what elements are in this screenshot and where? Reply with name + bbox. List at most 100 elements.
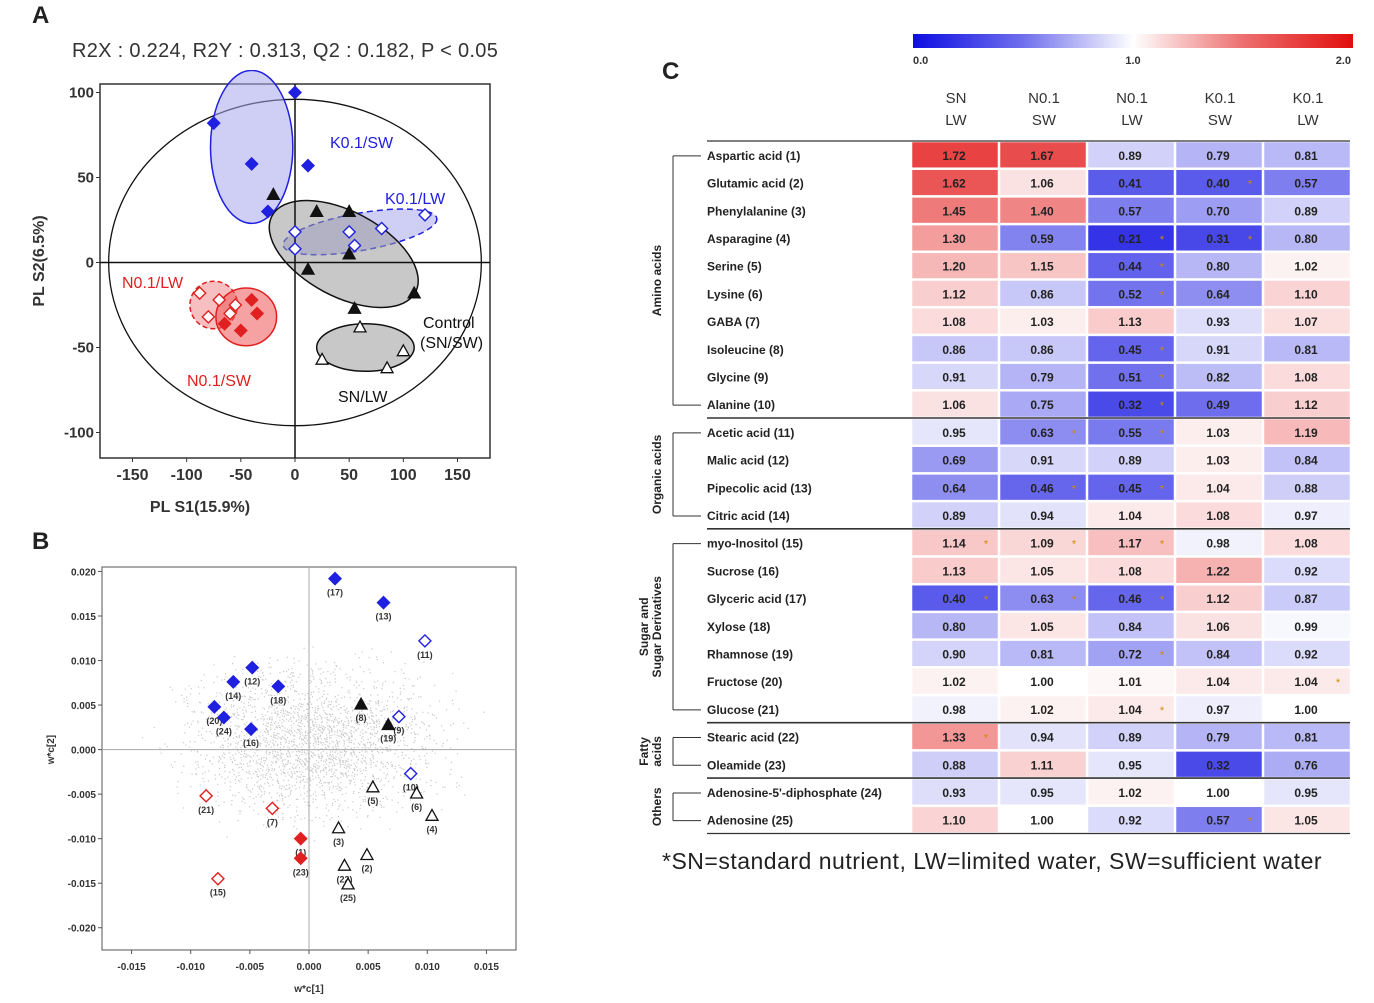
cloud-dot [251, 682, 254, 684]
cloud-dot [241, 750, 243, 752]
cloud-dot [425, 759, 427, 761]
cloud-dot [260, 796, 262, 798]
cloud-dot [236, 763, 239, 766]
cloud-dot [270, 764, 272, 766]
cloud-dot [190, 786, 192, 788]
panel-letter-c: C [662, 58, 680, 85]
cloud-dot [243, 702, 245, 704]
cloud-dot [319, 817, 321, 819]
cloud-dot [235, 686, 237, 688]
cloud-dot [257, 768, 259, 770]
cloud-dot [337, 808, 339, 810]
cloud-dot [221, 755, 223, 757]
cloud-dot [377, 701, 379, 703]
cloud-dot [302, 744, 304, 746]
cloud-dot [283, 771, 285, 773]
cloud-dot [354, 720, 356, 722]
cloud-dot [274, 712, 276, 714]
cell-value: 1.30 [942, 232, 966, 246]
cloud-dot [192, 720, 194, 722]
heatmap-cell [911, 584, 999, 612]
cloud-dot [267, 767, 269, 769]
cloud-dot [237, 714, 239, 716]
cloud-dot [217, 791, 219, 793]
cloud-dot [291, 785, 293, 787]
cloud-dot [369, 733, 372, 735]
cloud-dot [349, 783, 351, 785]
cloud-dot [395, 749, 397, 751]
cloud-dot [209, 759, 211, 762]
cloud-dot [232, 737, 235, 739]
cloud-dot [331, 728, 333, 730]
cloud-dot [263, 696, 266, 698]
cloud-dot [368, 656, 370, 659]
cloud-dot [289, 677, 291, 679]
cloud-dot [417, 806, 419, 809]
heatmap-cell [1263, 335, 1351, 362]
cloud-dot [349, 782, 351, 784]
cell-value: 0.76 [1294, 758, 1318, 772]
cloud-dot [274, 728, 276, 730]
cloud-dot [337, 815, 340, 818]
ellipse-k01-sw [209, 70, 294, 225]
cloud-dot [378, 719, 380, 721]
cloud-dot [435, 781, 437, 784]
cloud-dot [297, 711, 299, 714]
cloud-dot [260, 784, 262, 786]
cloud-dot [401, 807, 404, 809]
cloud-dot [289, 688, 292, 690]
heatmap-cell [911, 751, 999, 778]
cloud-dot [349, 697, 351, 699]
cloud-dot [371, 718, 373, 720]
cloud-dot [299, 722, 301, 724]
cloud-dot [286, 755, 288, 757]
cloud-dot [305, 758, 307, 760]
cloud-dot [339, 668, 341, 670]
cloud-dot [329, 819, 331, 821]
cloud-dot [310, 668, 312, 670]
cloud-dot [260, 688, 263, 690]
cloud-dot [267, 725, 269, 728]
cloud-dot [346, 717, 348, 719]
cloud-dot [287, 695, 289, 698]
cloud-dot [367, 738, 369, 740]
cloud-dot [318, 767, 320, 769]
cloud-dot [350, 721, 352, 723]
cloud-dot [293, 763, 295, 765]
cloud-dot [265, 739, 267, 741]
cloud-dot [277, 736, 279, 738]
cloud-dot [373, 687, 375, 689]
cloud-dot [238, 752, 240, 754]
cloud-dot [430, 779, 432, 782]
cell-value: 1.40 [1030, 204, 1054, 218]
cloud-dot [310, 755, 313, 757]
cloud-dot [327, 781, 329, 784]
cloud-dot [369, 722, 371, 724]
cloud-dot [322, 706, 324, 708]
cloud-dot [317, 718, 319, 720]
cloud-dot [362, 746, 364, 749]
heatmap-cell [999, 584, 1087, 612]
cloud-dot [277, 816, 279, 818]
cloud-dot [415, 763, 417, 765]
cloud-dot [362, 800, 365, 803]
cloud-dot [312, 675, 314, 678]
cloud-dot [291, 667, 293, 670]
cloud-dot [329, 684, 331, 686]
cloud-dot [357, 759, 360, 761]
cloud-dot [376, 721, 378, 723]
cloud-dot [286, 714, 288, 716]
cloud-dot [276, 738, 278, 740]
cloud-dot [230, 704, 233, 706]
cloud-dot [323, 776, 325, 778]
cloud-dot [428, 734, 431, 736]
cloud-dot [238, 714, 240, 716]
cloud-dot [289, 681, 291, 683]
heatmap-cell [911, 307, 999, 335]
cloud-dot [299, 751, 301, 753]
cloud-dot [291, 766, 294, 768]
cloud-dot [361, 681, 363, 683]
cloud-dot [302, 780, 304, 782]
cloud-dot [240, 763, 242, 765]
loading-point [199, 788, 214, 803]
